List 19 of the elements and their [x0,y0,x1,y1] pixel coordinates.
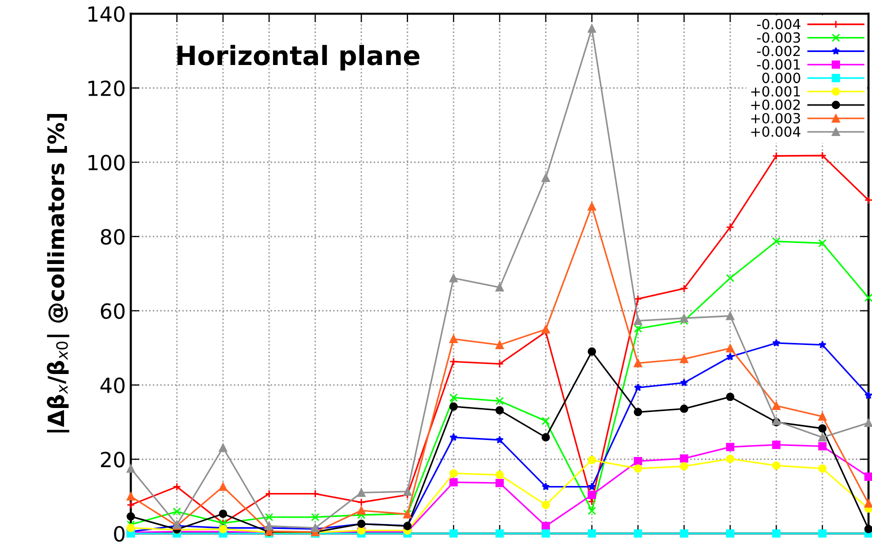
y-tick-label: 100 [88,154,125,170]
y-tick-label: 40 [100,377,125,394]
legend-label: -0.004 [757,18,800,30]
legend-label: 0.000 [762,72,800,84]
y-tick-label: 0 [114,526,125,542]
legend-label: -0.001 [757,59,800,70]
legend-label: +0.001 [751,86,800,97]
y-tick-label: 60 [100,303,125,319]
y-axis-title: |Δβ$_{x}$/β$_{x0}$| @collimators [%] [46,114,70,432]
legend-label: +0.003 [751,112,800,124]
y-tick-label: 80 [100,228,125,245]
y-tick-label: 140 [88,6,125,22]
text: Horizontal plane [177,44,420,70]
y-tick-label: 120 [88,80,125,96]
legend-label: +0.002 [751,100,800,110]
legend-label: -0.002 [757,46,800,56]
legend-label: +0.004 [751,126,800,137]
y-tick-label: 20 [100,452,125,468]
legend-label: -0.003 [757,32,800,43]
